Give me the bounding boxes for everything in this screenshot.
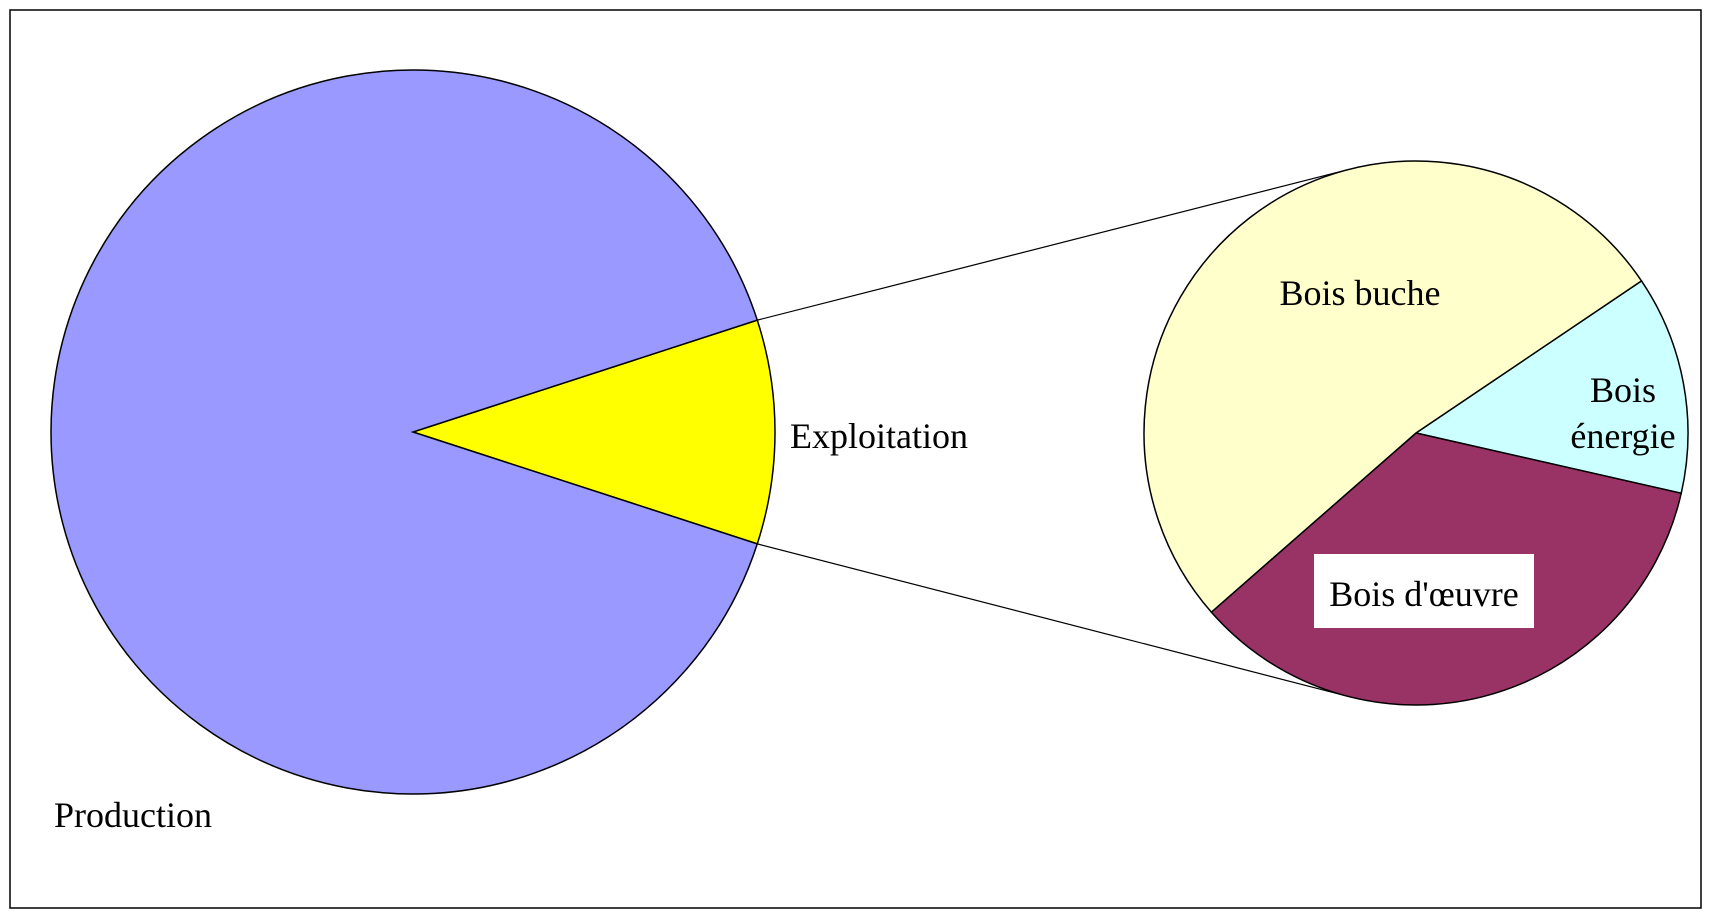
label-bois-energie: Bois énergie xyxy=(1570,370,1675,456)
slice-production xyxy=(50,69,759,795)
label-production: Production xyxy=(54,795,212,835)
slice-exploitation xyxy=(410,319,776,545)
label-bois-buche: Bois buche xyxy=(1280,273,1441,313)
connector-line-bottom xyxy=(757,543,1351,698)
connector-line-top xyxy=(757,168,1351,321)
main-pie xyxy=(50,69,776,795)
slice-labels: Production Exploitation Bois buche Bois éner… xyxy=(54,273,1676,835)
label-background-bois-d-oeuvre xyxy=(1314,554,1534,628)
slice-bois-energie xyxy=(1414,279,1689,495)
label-bois-d-oeuvre: Bois d'œuvre xyxy=(1329,574,1518,614)
connector-lines xyxy=(757,168,1351,698)
label-exploitation: Exploitation xyxy=(790,416,968,456)
slice-bois-buche xyxy=(1143,160,1643,614)
